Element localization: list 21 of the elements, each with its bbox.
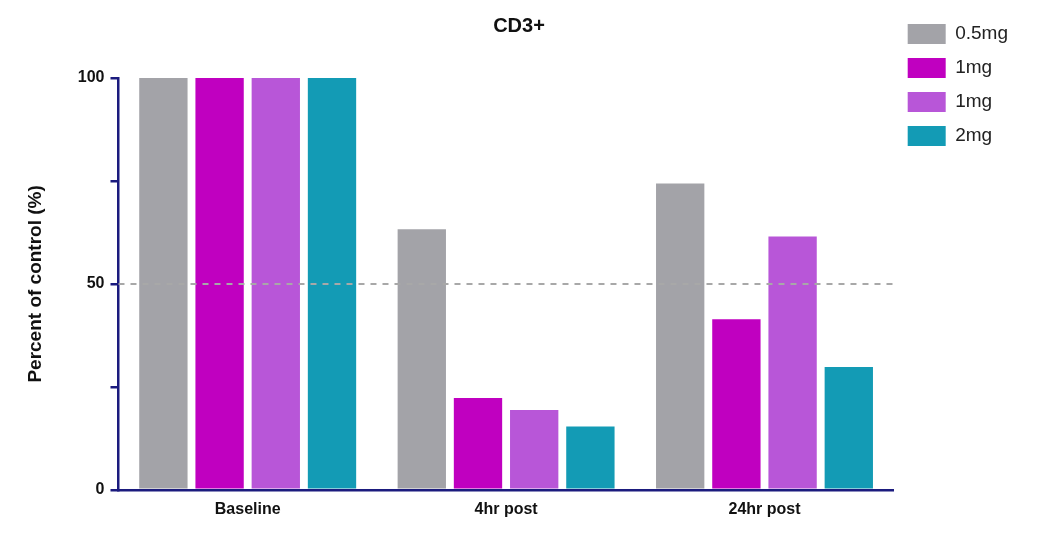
x-tick-label: 24hr post bbox=[728, 499, 802, 517]
y-tick-label: 0 bbox=[95, 480, 105, 498]
chart-title: CD3+ bbox=[493, 13, 545, 36]
x-tick-label: 4hr post bbox=[474, 499, 539, 517]
x-tick-label: Baseline bbox=[214, 499, 281, 517]
bar bbox=[195, 78, 244, 489]
y-tick-label: 50 bbox=[86, 274, 105, 292]
legend-label: 1mg bbox=[955, 90, 993, 112]
bar bbox=[824, 367, 873, 489]
bar bbox=[251, 78, 300, 489]
bar bbox=[566, 426, 615, 489]
legend-label: 0.5mg bbox=[955, 22, 1009, 44]
y-axis-title: Percent of control (%) bbox=[23, 185, 45, 383]
bar bbox=[307, 78, 357, 489]
bar bbox=[510, 409, 559, 489]
y-tick-label: 100 bbox=[77, 68, 105, 86]
bar bbox=[712, 319, 761, 489]
legend-label: 2mg bbox=[955, 124, 993, 146]
bar bbox=[768, 236, 817, 489]
bar bbox=[453, 397, 503, 489]
legend-label: 1mg bbox=[955, 56, 993, 78]
